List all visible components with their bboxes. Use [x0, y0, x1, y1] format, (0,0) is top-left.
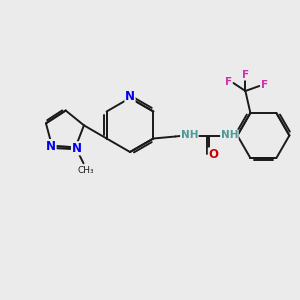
Text: NH: NH	[220, 130, 238, 140]
Text: N: N	[71, 142, 82, 155]
Text: F: F	[261, 80, 268, 90]
Text: O: O	[208, 148, 218, 161]
Text: NH: NH	[181, 130, 198, 140]
Text: F: F	[242, 70, 249, 80]
Text: N: N	[46, 140, 56, 152]
Text: N: N	[125, 91, 135, 103]
Text: F: F	[225, 77, 232, 87]
Text: CH₃: CH₃	[77, 166, 94, 175]
